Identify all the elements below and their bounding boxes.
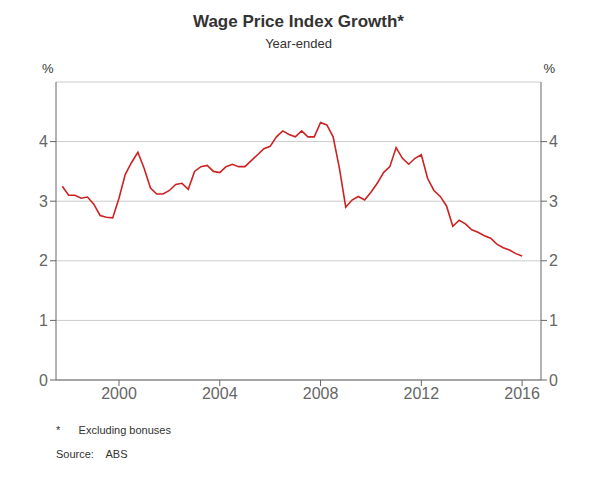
svg-text:0: 0 xyxy=(549,372,558,389)
svg-text:2: 2 xyxy=(549,252,558,269)
html-text:Source: ABS: Source: ABS xyxy=(56,448,128,460)
svg-text:1: 1 xyxy=(549,312,558,329)
svg-text:3: 3 xyxy=(549,193,558,210)
html-text:Wage Price Index Growth*: Wage Price Index Growth* xyxy=(193,12,404,31)
svg-text:2008: 2008 xyxy=(303,385,339,402)
svg-text:2000: 2000 xyxy=(101,385,137,402)
svg-text:2: 2 xyxy=(39,252,48,269)
svg-text:4: 4 xyxy=(39,133,48,150)
svg-text:3: 3 xyxy=(39,193,48,210)
html-text:Year-ended: Year-ended xyxy=(265,36,332,51)
svg-text:1: 1 xyxy=(39,312,48,329)
html-text:* Excluding bonuses: * Excluding bonuses xyxy=(56,424,171,436)
svg-text:2012: 2012 xyxy=(404,385,440,402)
svg-text:2004: 2004 xyxy=(202,385,238,402)
svg-text:0: 0 xyxy=(39,372,48,389)
svg-text:4: 4 xyxy=(549,133,558,150)
svg-text:2016: 2016 xyxy=(504,385,540,402)
